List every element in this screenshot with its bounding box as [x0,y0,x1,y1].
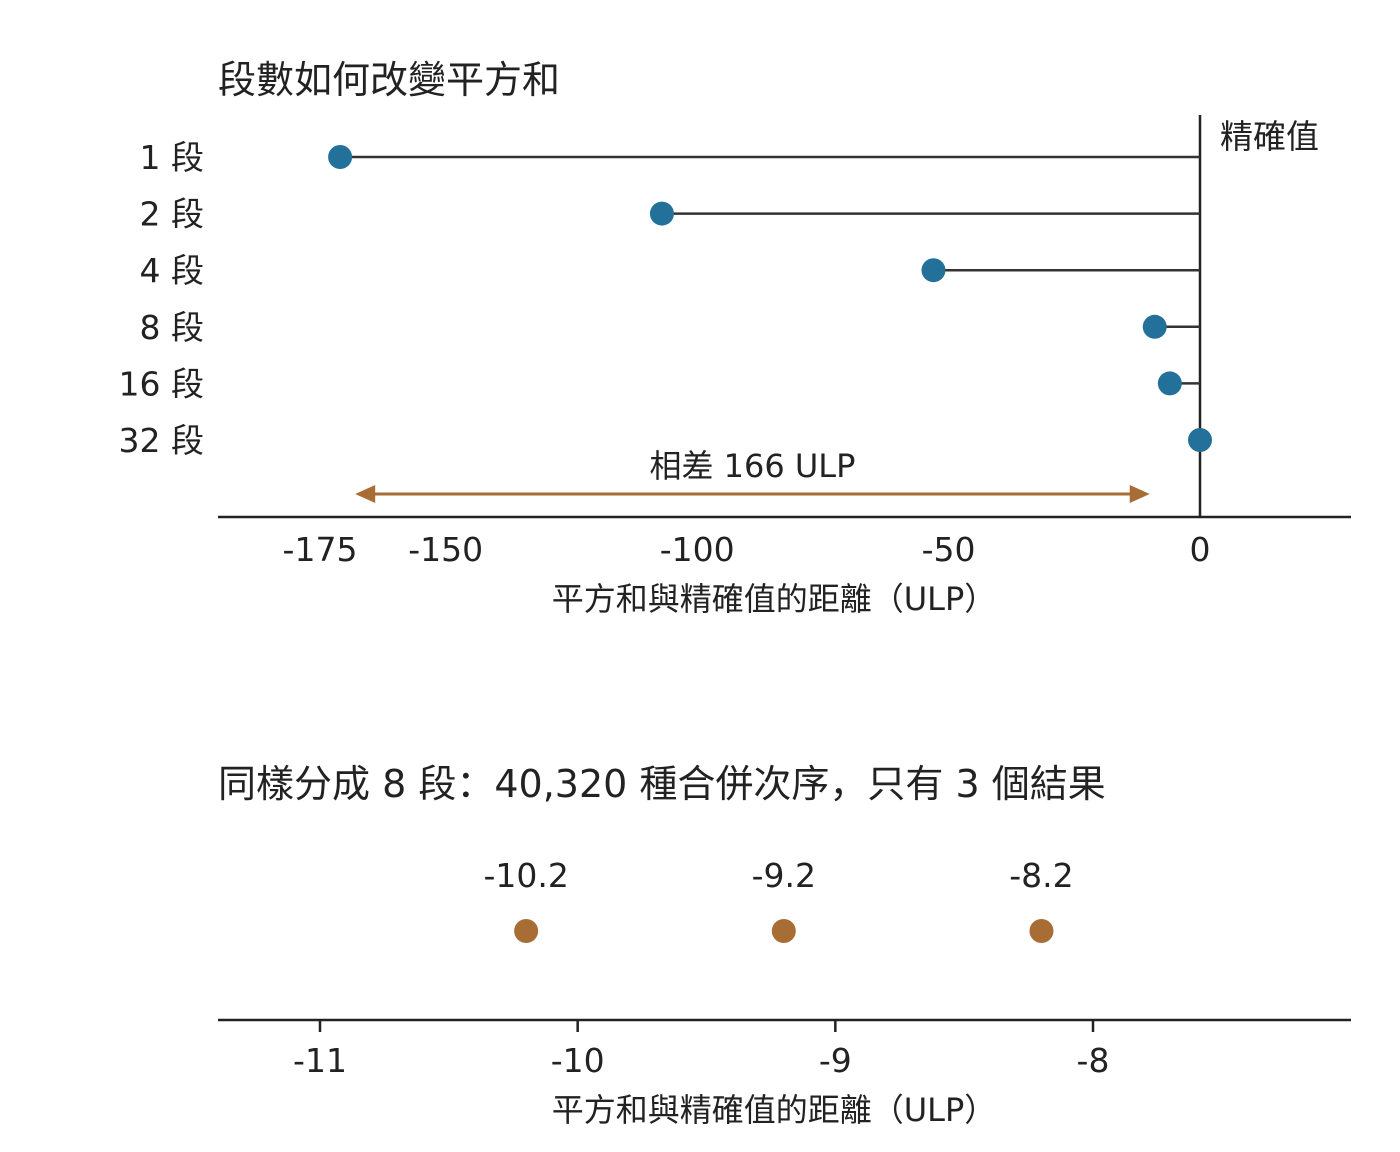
reference-label: 精確值 [1220,117,1319,156]
chart-title: 同樣分成 8 段：40,320 種合併次序，只有 3 個結果 [218,762,1106,806]
x-axis-title: 平方和與精確值的距離（ULP） [552,580,997,618]
difference-annotation: 相差 166 ULP [649,447,855,485]
x-axis-title: 平方和與精確值的距離（ULP） [552,1091,997,1129]
lollipop-point [1188,428,1212,452]
x-tick-label: -100 [660,530,735,569]
lollipop-point [1142,314,1167,339]
category-label: 8 段 [140,308,205,347]
x-tick-label: -50 [922,530,976,569]
lollipop-point [921,258,946,283]
category-label: 1 段 [140,138,205,177]
chart-title: 段數如何改變平方和 [218,58,560,102]
arrow-head-right [1129,485,1150,503]
arrow-head-left [355,485,376,503]
category-label: 4 段 [140,251,205,290]
point-value-label: -10.2 [483,856,568,895]
x-tick-label: -11 [293,1041,347,1080]
x-tick-label: -10 [551,1041,605,1080]
x-tick-label: -150 [408,530,483,569]
category-label: 16 段 [119,364,204,403]
x-tick-label: -8 [1077,1041,1110,1080]
category-label: 32 段 [119,421,204,460]
lollipop-point [328,145,353,169]
scatter-point [771,919,796,943]
point-value-label: -8.2 [1009,856,1073,895]
scatter-chart: 同樣分成 8 段：40,320 種合併次序，只有 3 個結果 -10.2 -9.2 -… [218,762,1351,1129]
scatter-point [1029,919,1054,943]
x-tick-label: -175 [283,530,358,569]
scatter-point [514,919,539,943]
point-value-label: -9.2 [752,856,816,895]
x-tick-label: 0 [1190,530,1211,569]
lollipop-point [1157,371,1182,396]
x-tick-label: -9 [819,1041,852,1080]
lollipop-point [649,201,674,226]
category-label: 2 段 [140,195,205,234]
